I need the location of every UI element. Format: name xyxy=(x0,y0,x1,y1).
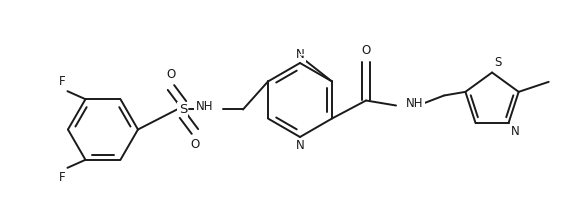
Text: N: N xyxy=(510,125,519,138)
Text: O: O xyxy=(190,138,200,150)
Text: N: N xyxy=(296,139,305,152)
Text: S: S xyxy=(179,103,187,116)
Text: S: S xyxy=(494,56,501,70)
Text: NH: NH xyxy=(406,97,424,110)
Text: NH: NH xyxy=(196,100,213,113)
Text: F: F xyxy=(59,75,65,88)
Text: methyl: methyl xyxy=(299,54,305,56)
Text: O: O xyxy=(362,44,371,58)
Text: F: F xyxy=(59,171,65,184)
Text: O: O xyxy=(166,68,175,82)
Text: N: N xyxy=(296,48,305,61)
